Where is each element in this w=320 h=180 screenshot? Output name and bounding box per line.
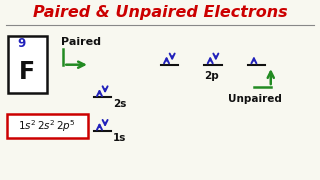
Text: Paired & Unpaired Electrons: Paired & Unpaired Electrons bbox=[33, 4, 287, 19]
Text: Unpaired: Unpaired bbox=[228, 94, 282, 104]
Text: 2p: 2p bbox=[204, 71, 219, 81]
FancyBboxPatch shape bbox=[6, 114, 88, 138]
Text: 1s: 1s bbox=[113, 133, 127, 143]
Text: $1s^2\,2s^2\,2p^5$: $1s^2\,2s^2\,2p^5$ bbox=[18, 118, 76, 134]
Text: Paired: Paired bbox=[61, 37, 101, 47]
Text: 2s: 2s bbox=[113, 99, 127, 109]
FancyBboxPatch shape bbox=[8, 36, 47, 93]
Text: 9: 9 bbox=[17, 37, 25, 50]
Text: F: F bbox=[19, 60, 36, 84]
